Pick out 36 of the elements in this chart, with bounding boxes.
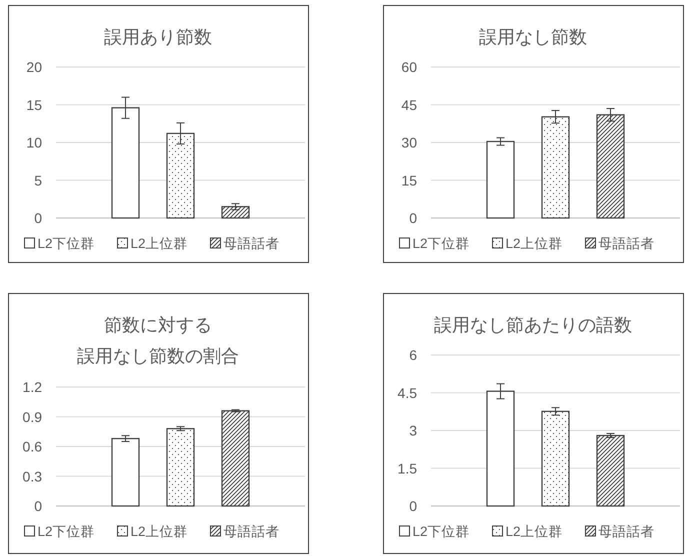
y-tick-label: 0.6 <box>22 438 42 454</box>
y-tick-label: 4.5 <box>398 384 418 401</box>
legend-label: L2下位群 <box>412 236 470 251</box>
y-tick-label: 0.3 <box>22 468 42 484</box>
y-tick-label: 0 <box>409 498 418 514</box>
y-tick-label: 1.5 <box>398 460 418 476</box>
y-tick-label: 15 <box>26 96 42 113</box>
y-tick-label: 1.2 <box>22 379 42 395</box>
y-tick-label: 0.9 <box>22 408 42 425</box>
y-tick-label: 10 <box>26 134 42 150</box>
chart-title: 誤用なし節あたりの語数 <box>434 315 632 335</box>
y-tick-label: 5 <box>34 172 42 188</box>
y-tick-label: 60 <box>401 59 418 75</box>
legend-label: 母語話者 <box>598 524 654 539</box>
y-tick-label: 15 <box>401 172 418 188</box>
y-tick-label: 20 <box>26 59 42 75</box>
legend-label: L2上位群 <box>506 236 563 251</box>
legend-label: 母語話者 <box>224 524 280 539</box>
chart-title: 誤用なし節数 <box>479 27 587 47</box>
y-tick-label: 0 <box>34 210 42 226</box>
y-tick-label: 0 <box>409 210 418 226</box>
legend-label: L2下位群 <box>38 524 95 539</box>
legend-label: 母語話者 <box>598 236 654 251</box>
y-tick-label: 0 <box>34 498 42 514</box>
y-tick-label: 3 <box>409 422 418 438</box>
y-tick-label: 6 <box>409 347 418 363</box>
legend-label: L2上位群 <box>130 524 188 539</box>
legend-label: 母語話者 <box>224 236 280 251</box>
y-tick-label: 30 <box>401 134 418 150</box>
legend-label: L2上位群 <box>130 236 188 251</box>
chart-title: 誤用あり節数 <box>104 27 212 47</box>
chart-title: 節数に対する誤用なし節数の割合 <box>77 315 239 366</box>
y-tick-label: 45 <box>401 96 418 113</box>
legend-label: L2下位群 <box>38 236 95 251</box>
legend-label: L2下位群 <box>412 524 470 539</box>
legend-label: L2上位群 <box>506 524 563 539</box>
